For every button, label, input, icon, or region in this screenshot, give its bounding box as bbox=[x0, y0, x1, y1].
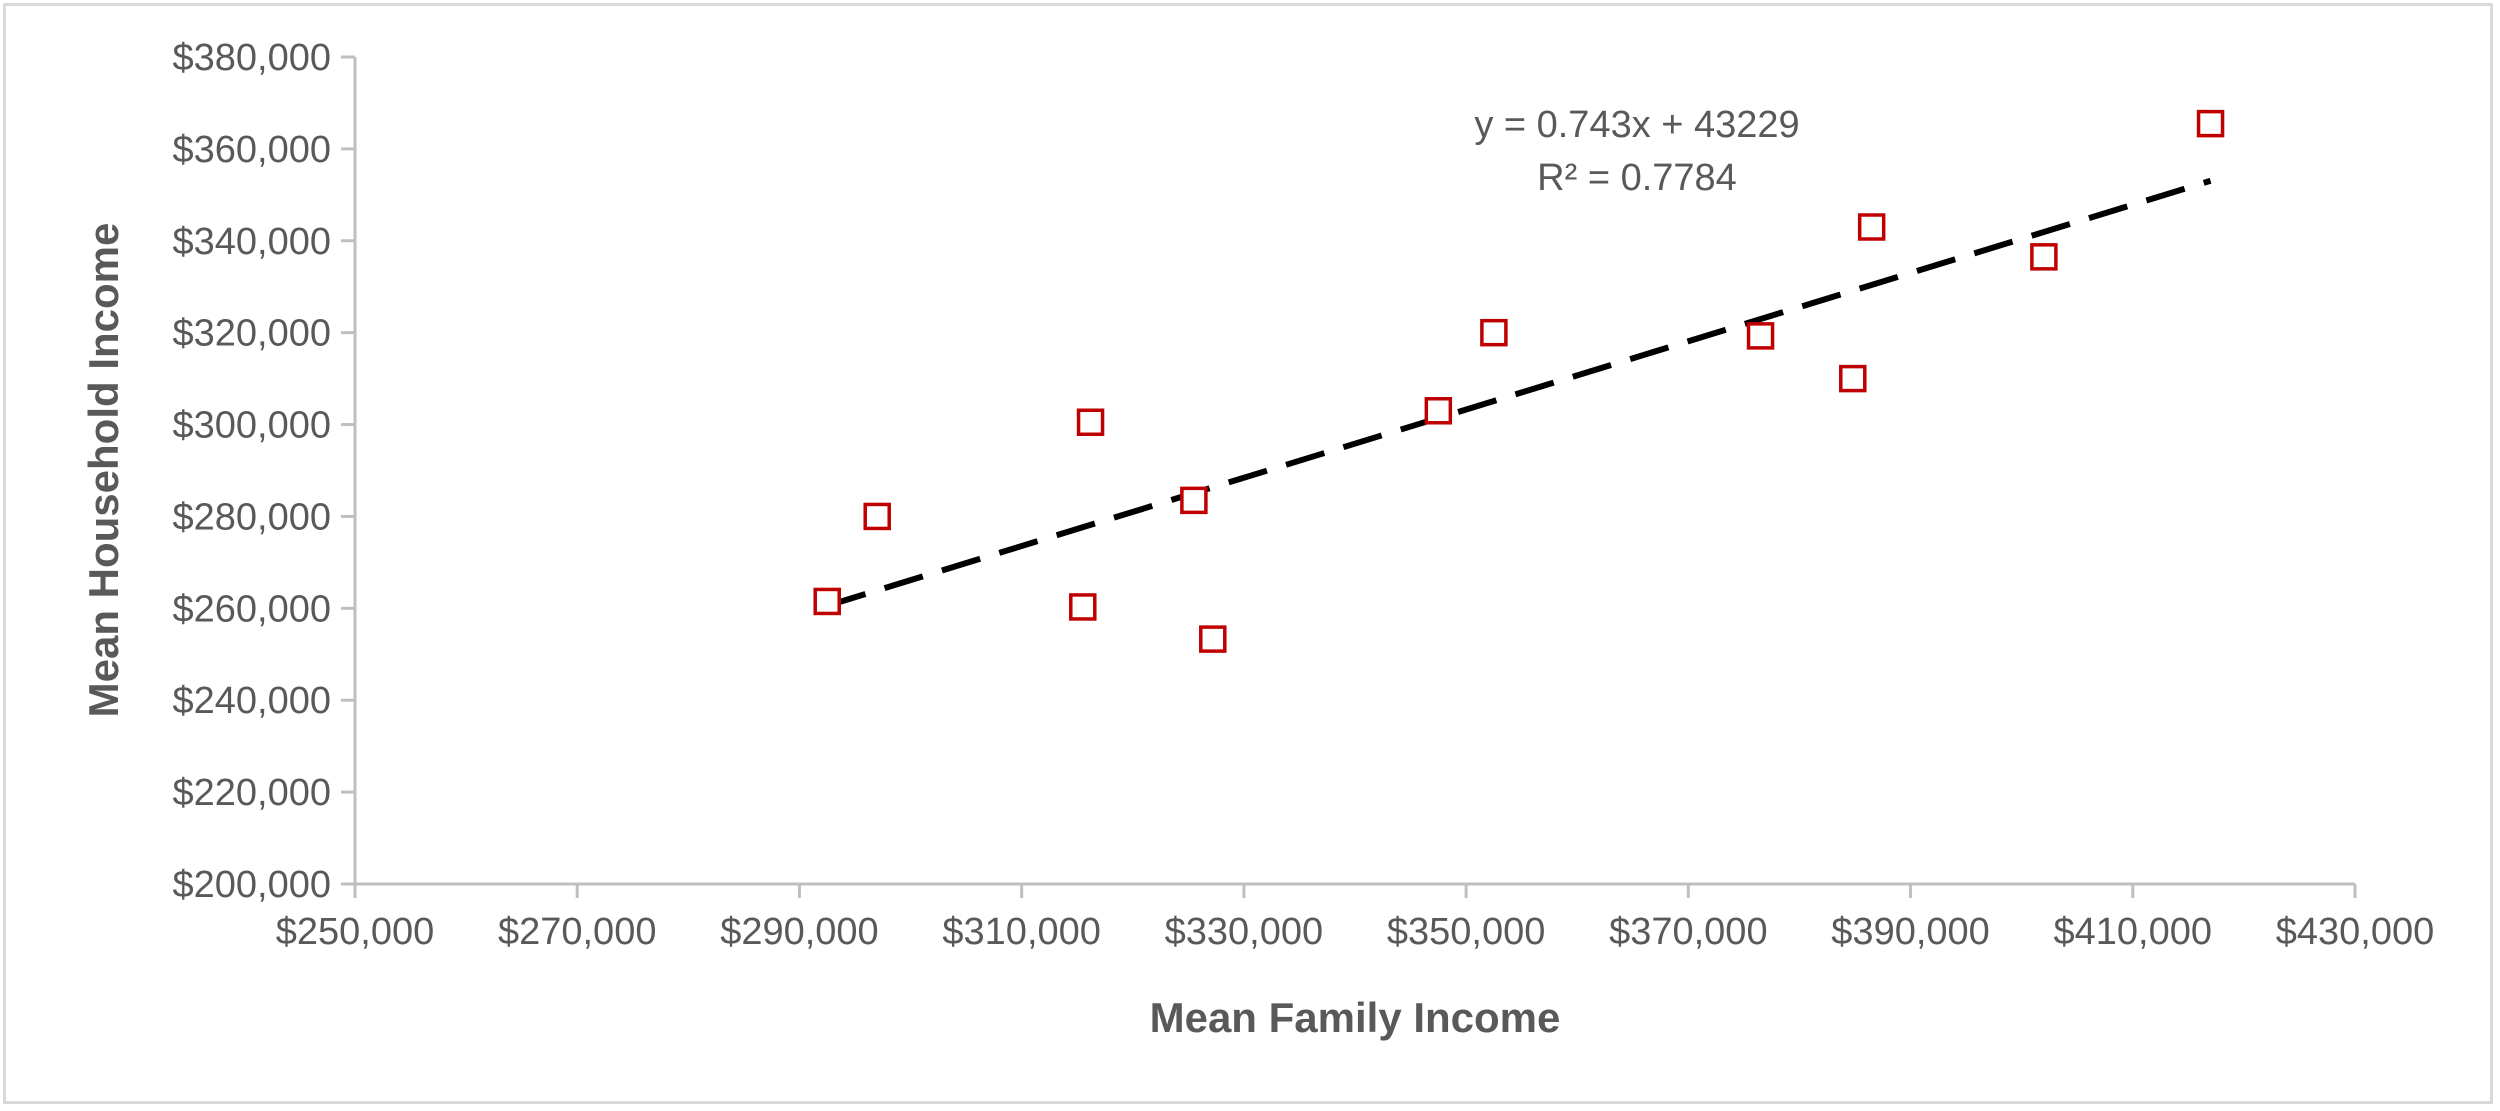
data-point bbox=[2196, 109, 2225, 138]
x-tick-label: $250,000 bbox=[276, 911, 435, 953]
y-tick-label: $280,000 bbox=[173, 496, 332, 538]
data-point bbox=[1424, 397, 1453, 425]
data-point bbox=[1069, 593, 1097, 621]
axes: $200,000 $220,000 $240,000 $260,000 $280,000… bbox=[173, 37, 2435, 953]
x-tick-label: $290,000 bbox=[720, 911, 879, 953]
y-tick-label: $380,000 bbox=[173, 37, 332, 79]
x-axis-ticks: $250,000 $270,000 $290,000 $310,000 $330,000… bbox=[276, 884, 2435, 953]
x-tick-label: $270,000 bbox=[498, 911, 657, 953]
data-point bbox=[1746, 322, 1775, 350]
trendline-annotation: y = 0.743x + 43229 R² = 0.7784 bbox=[1474, 104, 1799, 199]
x-tick-label: $330,000 bbox=[1165, 911, 1324, 953]
y-axis-ticks: $200,000 $220,000 $240,000 $260,000 $280,000… bbox=[173, 37, 355, 906]
trendline bbox=[826, 177, 2212, 609]
x-tick-label: $370,000 bbox=[1609, 911, 1768, 953]
data-point bbox=[1480, 318, 1508, 347]
data-point bbox=[813, 587, 841, 616]
y-tick-label: $200,000 bbox=[173, 864, 332, 906]
y-tick-label: $340,000 bbox=[173, 221, 332, 263]
y-tick-label: $240,000 bbox=[173, 680, 332, 722]
y-tick-label: $220,000 bbox=[173, 772, 332, 814]
data-point bbox=[1199, 625, 1227, 653]
data-point bbox=[1857, 213, 1886, 241]
x-tick-label: $410,000 bbox=[2054, 911, 2213, 953]
data-point bbox=[2030, 243, 2058, 271]
x-tick-label: $350,000 bbox=[1387, 911, 1546, 953]
x-axis-title: Mean Family Income bbox=[1150, 994, 1561, 1041]
y-tick-label: $260,000 bbox=[173, 588, 332, 630]
data-point bbox=[1076, 408, 1105, 437]
y-tick-label: $360,000 bbox=[173, 129, 332, 171]
data-point bbox=[1180, 486, 1208, 515]
data-point bbox=[1839, 364, 1867, 393]
y-tick-label: $300,000 bbox=[173, 405, 332, 447]
chart-frame bbox=[3, 3, 2493, 1104]
x-tick-label: $390,000 bbox=[1831, 911, 1990, 953]
data-point bbox=[863, 502, 891, 531]
trendline-group bbox=[826, 177, 2212, 609]
trendline-r-squared: R² = 0.7784 bbox=[1537, 157, 1737, 199]
x-tick-label: $310,000 bbox=[942, 911, 1101, 953]
y-tick-label: $320,000 bbox=[173, 313, 332, 355]
y-axis-title: Mean Household Income bbox=[80, 223, 127, 718]
trendline-equation: y = 0.743x + 43229 bbox=[1474, 104, 1799, 146]
data-points bbox=[813, 109, 2225, 653]
x-tick-label: $430,000 bbox=[2276, 911, 2435, 953]
